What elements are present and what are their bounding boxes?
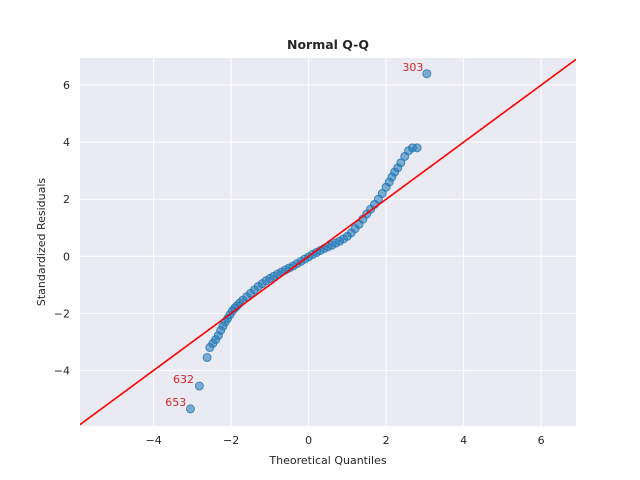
y-tick-label: −2 <box>54 307 70 320</box>
y-tick-label: 4 <box>63 136 70 149</box>
point-annotation: 632 <box>173 373 194 386</box>
y-tick-label: −4 <box>54 364 70 377</box>
y-axis-label: Standardized Residuals <box>35 178 48 307</box>
chart-title: Normal Q-Q <box>287 37 369 52</box>
x-tick-label: 6 <box>538 434 545 447</box>
y-tick-label: 6 <box>63 79 70 92</box>
x-tick-label: −4 <box>146 434 162 447</box>
grid-lines <box>80 58 576 426</box>
point-annotation: 303 <box>402 61 423 74</box>
data-points <box>185 69 432 414</box>
annotations: 303 632 653 <box>165 61 423 409</box>
x-tick-labels: −4 −2 0 2 4 6 <box>146 434 545 447</box>
y-tick-label: 2 <box>63 193 70 206</box>
data-point <box>185 404 195 414</box>
data-point <box>202 353 212 363</box>
reference-line <box>80 58 576 426</box>
y-tick-labels: −4 −2 0 2 4 6 <box>54 79 70 377</box>
point-annotation: 653 <box>165 396 186 409</box>
y-tick-label: 0 <box>63 250 70 263</box>
x-tick-label: 0 <box>305 434 312 447</box>
x-tick-label: 4 <box>460 434 467 447</box>
data-point <box>422 69 432 79</box>
x-tick-label: −2 <box>223 434 239 447</box>
data-point <box>412 143 422 153</box>
x-tick-label: 2 <box>383 434 390 447</box>
data-point <box>194 381 204 391</box>
x-axis-label: Theoretical Quantiles <box>268 454 386 467</box>
